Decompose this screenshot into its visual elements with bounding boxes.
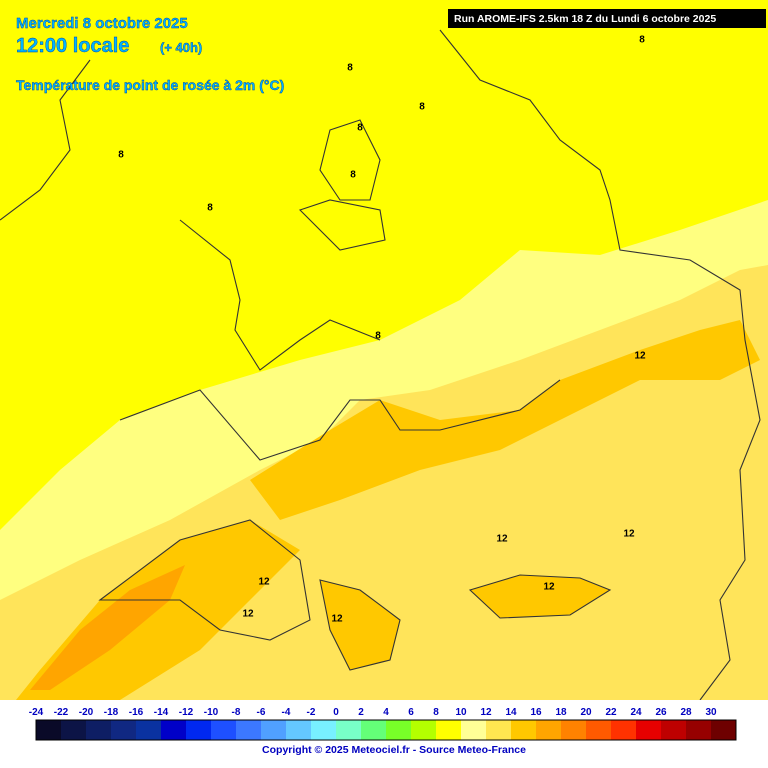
field-16 <box>30 565 185 690</box>
run-box <box>448 9 766 28</box>
colorbar-swatch <box>186 720 212 740</box>
colorbar-label: 30 <box>705 707 717 718</box>
contour <box>319 574 612 671</box>
colorbar-swatch <box>536 720 562 740</box>
contour-label: 12 <box>623 529 635 540</box>
contour-label: 8 <box>375 331 381 342</box>
coast <box>0 59 381 371</box>
colorbar-label: -10 <box>204 707 219 718</box>
colorbar-label: 22 <box>605 707 617 718</box>
colorbar-swatch <box>61 720 87 740</box>
colorbar-label: -16 <box>129 707 144 718</box>
colorbar-swatch <box>436 720 462 740</box>
colorbar: -24 -22 -20 -18 -16 -14 -12 -10 -8 -6 -4 -2 0 2 4 6 8 10 1… <box>29 707 737 741</box>
colorbar-swatch <box>36 720 62 740</box>
run-info: Run AROME-IFS 2.5km 18 Z du Lundi 6 octo… <box>454 13 716 25</box>
field-14 <box>470 575 610 618</box>
contour-label: 8 <box>419 102 425 113</box>
copyright: Copyright © 2025 Meteociel.fr - Source M… <box>262 744 526 756</box>
colorbar-swatch <box>586 720 612 740</box>
colorbar-label: -14 <box>154 707 169 718</box>
contour-label: 12 <box>634 351 646 362</box>
contour-label: 8 <box>207 203 213 214</box>
colorbar-label: -24 <box>29 707 44 718</box>
colorbar-label: 14 <box>505 707 517 718</box>
colorbar-label: 10 <box>455 707 467 718</box>
colorbar-swatch <box>711 720 737 740</box>
contour-label: 12 <box>331 614 343 625</box>
colorbar-swatch <box>286 720 312 740</box>
contour-label: 8 <box>347 63 353 74</box>
colorbar-label: 28 <box>680 707 692 718</box>
time: 12:00 locale <box>16 35 129 57</box>
colorbar-label: -6 <box>257 707 266 718</box>
colorbar-swatch <box>161 720 187 740</box>
colorbar-label: -18 <box>104 707 119 718</box>
colorbar-swatch <box>86 720 112 740</box>
border <box>119 379 561 461</box>
colorbar-label: 26 <box>655 707 667 718</box>
colorbar-swatch <box>211 720 237 740</box>
colorbar-label: 24 <box>630 707 642 718</box>
contour-label: 12 <box>543 582 555 593</box>
contour-label: 8 <box>639 35 645 46</box>
border <box>98 519 311 641</box>
colorbar-swatch <box>111 720 137 740</box>
colorbar-label: -12 <box>179 707 194 718</box>
contour-label: 8 <box>350 170 356 181</box>
colorbar-label: -22 <box>54 707 69 718</box>
colorbar-swatch <box>686 720 712 740</box>
colorbar-label: -8 <box>232 707 241 718</box>
field-14 <box>250 320 760 520</box>
colorbar-swatch <box>361 720 387 740</box>
contour-label: 12 <box>242 609 254 620</box>
colorbar-label: -20 <box>79 707 94 718</box>
colorbar-swatch <box>236 720 262 740</box>
colorbar-label: -4 <box>282 707 291 718</box>
colorbar-label: 4 <box>383 707 389 718</box>
colorbar-swatch <box>561 720 587 740</box>
colorbar-frame <box>35 719 737 741</box>
colorbar-label: 6 <box>408 707 414 718</box>
lake <box>298 119 386 251</box>
colorbar-swatch <box>311 720 337 740</box>
colorbar-label: 16 <box>530 707 542 718</box>
colorbar-swatch <box>511 720 537 740</box>
contour-label: 12 <box>258 577 270 588</box>
colorbar-label: 18 <box>555 707 567 718</box>
colorbar-label: 12 <box>480 707 492 718</box>
contour-label: 12 <box>496 534 508 545</box>
lead-time: (+ 40h) <box>160 40 202 55</box>
colorbar-label: 2 <box>358 707 364 718</box>
contour-label: 8 <box>357 123 363 134</box>
colorbar-swatch <box>636 720 662 740</box>
border <box>439 29 761 701</box>
colorbar-label: 20 <box>580 707 592 718</box>
colorbar-swatch <box>261 720 287 740</box>
colorbar-swatch <box>336 720 362 740</box>
colorbar-label: -2 <box>307 707 316 718</box>
date: Mercredi 8 octobre 2025 <box>16 15 188 32</box>
colorbar-label: 0 <box>333 707 339 718</box>
parameter: Température de point de rosée à 2m (°C) <box>16 77 284 93</box>
colorbar-swatch <box>461 720 487 740</box>
colorbar-swatch <box>386 720 412 740</box>
colorbar-swatch <box>661 720 687 740</box>
colorbar-swatch <box>411 720 437 740</box>
field-14 <box>320 580 400 670</box>
contour-label: 8 <box>118 150 124 161</box>
colorbar-swatch <box>486 720 512 740</box>
colorbar-swatch <box>136 720 162 740</box>
colorbar-label: 8 <box>433 707 439 718</box>
colorbar-swatch <box>611 720 637 740</box>
contour-labels: 8 8 8 8 8 8 8 8 12 12 12 12 12 12 12 <box>118 35 646 625</box>
